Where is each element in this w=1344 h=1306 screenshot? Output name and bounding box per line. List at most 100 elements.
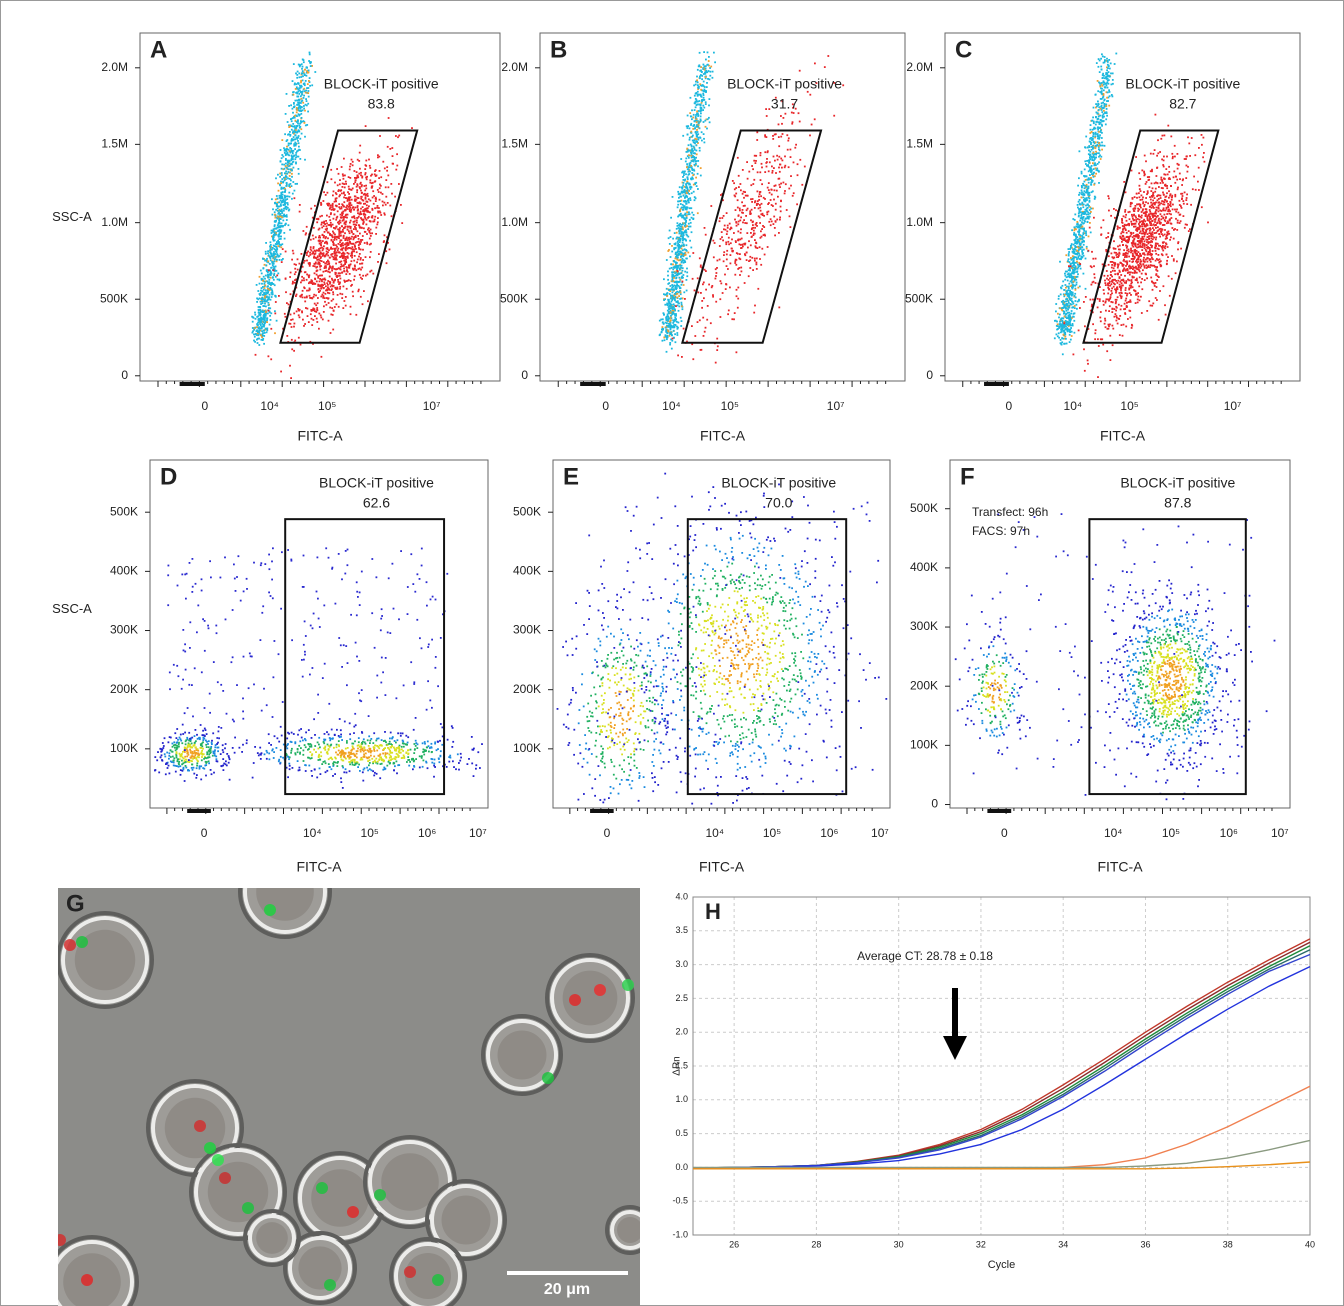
- event-dot: [255, 354, 257, 356]
- event-dot: [263, 326, 265, 328]
- event-dot: [299, 149, 301, 151]
- event-dot: [699, 65, 701, 67]
- event-dot: [1095, 167, 1097, 169]
- event-dot: [291, 339, 293, 341]
- event-dot: [703, 282, 705, 284]
- event-dot: [677, 245, 679, 247]
- event-dot: [672, 264, 674, 266]
- event-dot: [701, 131, 703, 133]
- event-dot: [768, 182, 770, 184]
- event-dot: [1097, 134, 1099, 136]
- event-dot: [690, 247, 692, 249]
- event-dot: [374, 174, 376, 176]
- event-dot: [278, 295, 280, 297]
- event-dot: [681, 284, 683, 286]
- event-dot: [299, 316, 301, 318]
- event-dot: [304, 136, 306, 138]
- event-dot: [739, 258, 741, 260]
- event-dot: [303, 105, 305, 107]
- event-dot: [339, 286, 341, 288]
- event-dot: [1066, 276, 1068, 278]
- event-dot: [293, 150, 295, 152]
- event-dot: [676, 332, 678, 334]
- event-dot: [809, 94, 811, 96]
- event-dot: [737, 287, 739, 289]
- event-dot: [259, 306, 261, 308]
- event-dot: [700, 349, 702, 351]
- y-tick-label: 2.0M: [501, 60, 528, 74]
- event-dot: [368, 198, 370, 200]
- event-dot: [679, 186, 681, 188]
- event-dot: [360, 269, 362, 271]
- event-dot: [1076, 284, 1078, 286]
- event-dot: [712, 240, 714, 242]
- event-dot: [693, 214, 695, 216]
- event-dot: [688, 190, 690, 192]
- event-dot: [281, 168, 283, 170]
- event-dot: [325, 194, 327, 196]
- event-dot: [305, 80, 307, 82]
- event-dot: [354, 255, 356, 257]
- event-dot: [359, 274, 361, 276]
- event-dot: [766, 161, 768, 163]
- event-dot: [302, 319, 304, 321]
- event-dot: [686, 188, 688, 190]
- event-dot: [754, 207, 756, 209]
- event-dot: [692, 252, 694, 254]
- event-dot: [685, 158, 687, 160]
- event-dot: [732, 250, 734, 252]
- event-dot: [348, 202, 350, 204]
- event-dot: [1090, 182, 1092, 184]
- event-dot: [351, 230, 353, 232]
- event-dot: [354, 217, 356, 219]
- event-dot: [313, 247, 315, 249]
- event-dot: [379, 135, 381, 137]
- event-dot: [340, 278, 342, 280]
- event-dot: [332, 231, 334, 233]
- event-dot: [749, 267, 751, 269]
- event-dot: [739, 243, 741, 245]
- event-dot: [688, 223, 690, 225]
- event-dot: [669, 335, 671, 337]
- event-dot: [366, 233, 368, 235]
- event-dot: [1087, 203, 1089, 205]
- event-dot: [360, 259, 362, 261]
- event-dot: [775, 209, 777, 211]
- event-dot: [341, 271, 343, 273]
- event-dot: [677, 355, 679, 357]
- event-dot: [682, 204, 684, 206]
- event-dot: [785, 183, 787, 185]
- event-dot: [281, 209, 283, 211]
- event-dot: [287, 207, 289, 209]
- event-dot: [328, 232, 330, 234]
- event-dot: [289, 365, 291, 367]
- event-dot: [824, 66, 826, 68]
- event-dot: [291, 129, 293, 131]
- event-dot: [1102, 77, 1104, 79]
- event-dot: [286, 148, 288, 150]
- event-dot: [1082, 223, 1084, 225]
- event-dot: [336, 246, 338, 248]
- event-dot: [699, 100, 701, 102]
- event-dot: [265, 275, 267, 277]
- event-dot: [257, 331, 259, 333]
- event-dot: [1057, 313, 1059, 315]
- event-dot: [330, 169, 332, 171]
- event-dot: [1070, 327, 1072, 329]
- event-dot: [319, 253, 321, 255]
- event-dot: [748, 275, 750, 277]
- event-dot: [290, 148, 292, 150]
- event-dot: [286, 173, 288, 175]
- event-dot: [302, 109, 304, 111]
- event-dot: [694, 159, 696, 161]
- event-dot: [1097, 90, 1099, 92]
- event-dot: [742, 193, 744, 195]
- event-dot: [786, 134, 788, 136]
- event-dot: [1067, 280, 1069, 282]
- event-dot: [673, 289, 675, 291]
- event-dot: [701, 96, 703, 98]
- event-dot: [280, 195, 282, 197]
- event-dot: [306, 252, 308, 254]
- event-dot: [1107, 92, 1109, 94]
- event-dot: [293, 167, 295, 169]
